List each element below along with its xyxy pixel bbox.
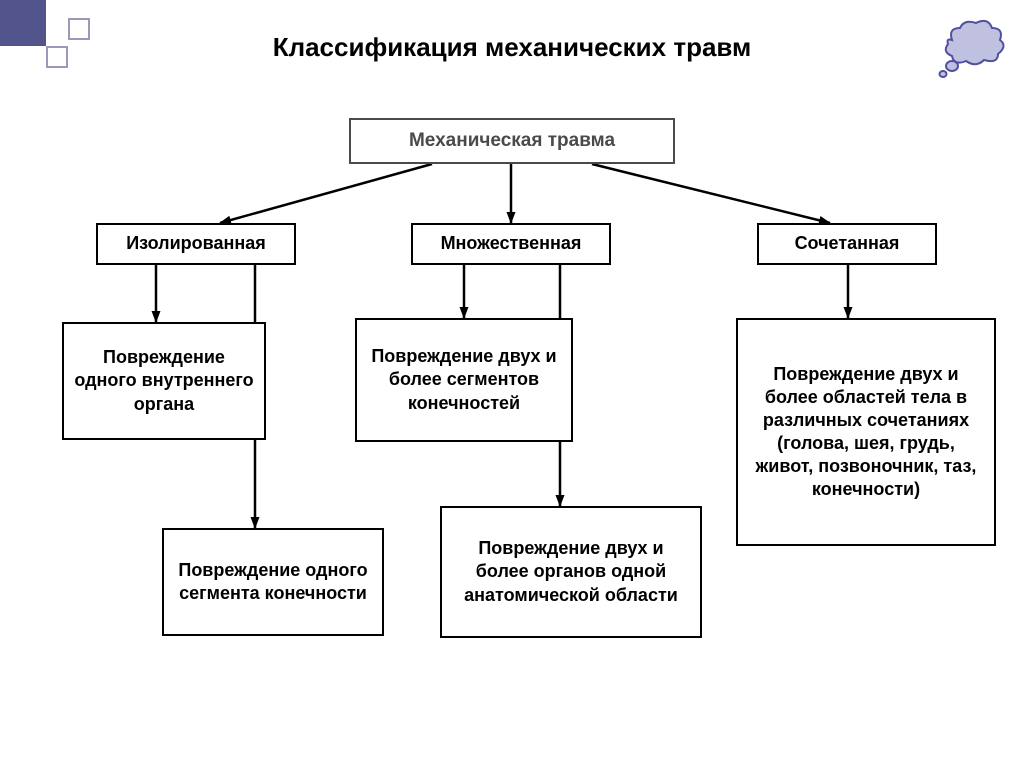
node-root: Механическая травма <box>349 118 675 164</box>
node-category-isolated: Изолированная <box>96 223 296 265</box>
node-leaf-com-regions: Повреждение двух и более областей тела в… <box>736 318 996 546</box>
node-category-multiple: Множественная <box>411 223 611 265</box>
node-leaf-iso-segment: Повреждение одного сегмента конечности <box>162 528 384 636</box>
node-category-combined: Сочетанная <box>757 223 937 265</box>
slide-title: Классификация механических травм <box>0 32 1024 63</box>
node-leaf-mul-segments: Повреждение двух и более сегментов конеч… <box>355 318 573 442</box>
node-leaf-mul-organs: Повреждение двух и более органов одной а… <box>440 506 702 638</box>
node-leaf-iso-organ: Повреждение одного внутреннего органа <box>62 322 266 440</box>
